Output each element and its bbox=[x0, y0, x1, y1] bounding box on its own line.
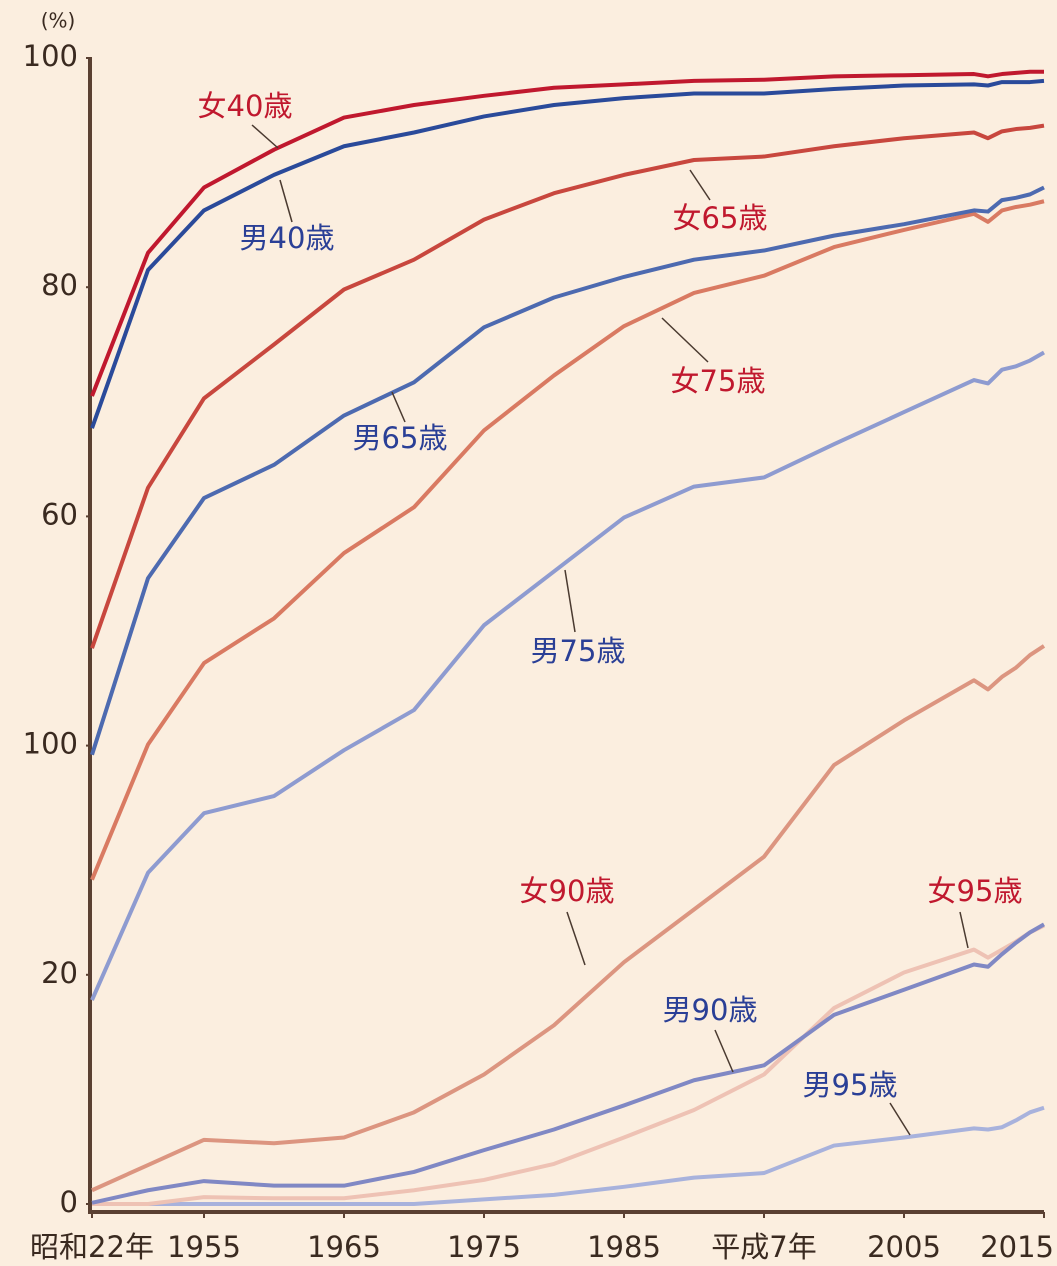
series-line bbox=[91, 644, 1046, 1193]
leader-line bbox=[959, 911, 969, 949]
series-label: 女95歳 bbox=[928, 874, 1023, 908]
y-tick-label: 100 bbox=[23, 727, 78, 761]
series-line bbox=[90, 185, 1045, 756]
leader-line bbox=[251, 124, 279, 149]
series-label: 女65歳 bbox=[673, 201, 768, 235]
y-tick-label: 100 bbox=[23, 39, 78, 73]
series-line bbox=[90, 199, 1045, 881]
y-tick-label: 0 bbox=[60, 1185, 78, 1219]
y-unit: (%) bbox=[41, 9, 76, 33]
series-line bbox=[90, 78, 1045, 429]
leader-line bbox=[689, 169, 711, 201]
leader-line bbox=[566, 911, 586, 966]
series-line bbox=[90, 123, 1045, 649]
series-label: 女40歳 bbox=[198, 89, 293, 123]
series-label: 男40歳 bbox=[240, 221, 335, 255]
series-label: 男75歳 bbox=[531, 634, 626, 668]
y-tick-label: 60 bbox=[41, 497, 78, 531]
x-tick-label: 2015 bbox=[980, 1230, 1054, 1264]
x-tick-label: 1965 bbox=[307, 1230, 381, 1264]
leader-line bbox=[391, 391, 406, 423]
x-tick-label: 1975 bbox=[447, 1230, 521, 1264]
series-label: 女75歳 bbox=[671, 364, 766, 398]
series-label: 男65歳 bbox=[353, 421, 448, 455]
x-tick-label: 1955 bbox=[167, 1230, 241, 1264]
series-label: 女90歳 bbox=[520, 874, 615, 908]
leader-line bbox=[889, 1102, 911, 1136]
series-line bbox=[92, 923, 1045, 1206]
x-tick-label: 平成7年 bbox=[711, 1230, 816, 1264]
series-line bbox=[90, 69, 1044, 397]
leader-line bbox=[661, 317, 709, 363]
series-label: 男90歳 bbox=[663, 993, 758, 1027]
x-tick-label: 2005 bbox=[867, 1230, 941, 1264]
leader-line bbox=[564, 569, 576, 633]
y-tick-label: 80 bbox=[41, 268, 78, 302]
leader-line bbox=[714, 1029, 734, 1073]
x-tick-label: 昭和22年 bbox=[30, 1230, 154, 1264]
series-line bbox=[91, 922, 1045, 1205]
series-line bbox=[90, 350, 1045, 1001]
x-tick-label: 1985 bbox=[587, 1230, 661, 1264]
series-label: 男95歳 bbox=[803, 1068, 898, 1102]
y-tick-label: 20 bbox=[41, 956, 78, 990]
leader-line bbox=[279, 179, 293, 223]
series-line bbox=[92, 1105, 1045, 1206]
